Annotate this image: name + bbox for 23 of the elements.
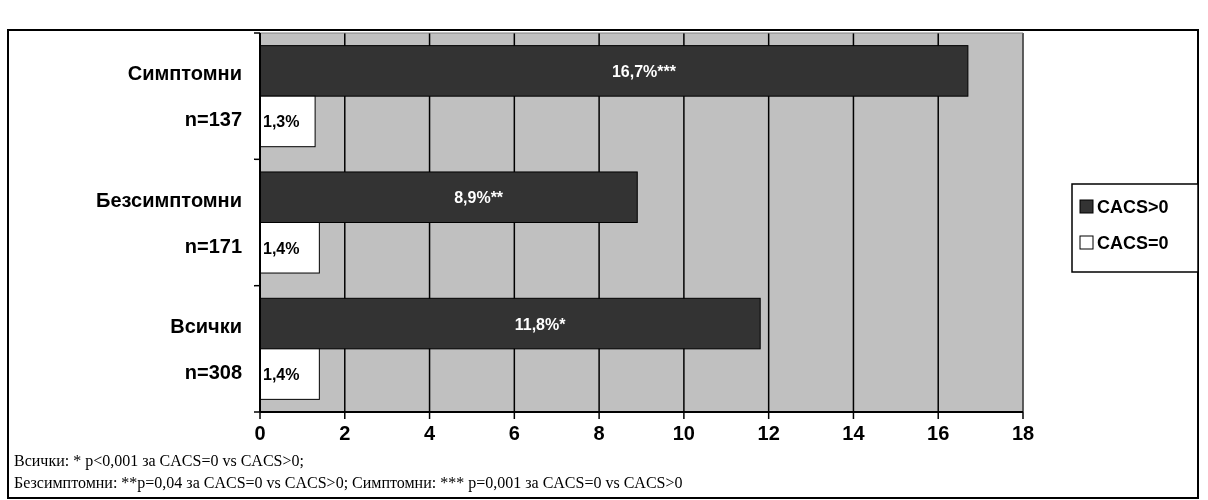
x-tick-label: 4 <box>423 422 436 444</box>
x-tick-label: 12 <box>757 422 780 444</box>
data-label: 16,7%*** <box>611 62 677 80</box>
legend-label: CACS=0 <box>1097 233 1169 253</box>
category-label: Безсимптомни n=171 <box>96 188 242 257</box>
x-tick-label: 2 <box>339 422 351 444</box>
x-tick-label: 10 <box>672 422 696 444</box>
data-label: 11,8%* <box>514 315 567 333</box>
legend-label: CACS>0 <box>1097 197 1169 217</box>
x-tick-label: 16 <box>927 422 950 444</box>
text: Всички: * p<0,001 за CACS=0 vs CACS>0; <box>14 452 304 470</box>
x-tick-label: 8 <box>593 422 605 444</box>
text: Безсимптомни: **p=0,04 за CACS=0 vs CACS>0; Симптомни: *** p=0,001 за CACS=0 vs CACS>0 <box>14 474 683 492</box>
x-tick-label: 14 <box>842 422 866 444</box>
data-label: 1,3% <box>263 113 300 131</box>
x-tick-label: 0 <box>254 422 266 444</box>
category-label: Всички n=308 <box>170 314 242 383</box>
x-tick-label: 6 <box>508 422 520 444</box>
data-label: 1,4% <box>263 366 300 384</box>
data-label: 8,9%** <box>454 189 504 207</box>
x-tick-label: 18 <box>1011 422 1035 444</box>
data-label: 1,4% <box>263 239 300 257</box>
category-label: Симптомни n=137 <box>127 62 242 131</box>
